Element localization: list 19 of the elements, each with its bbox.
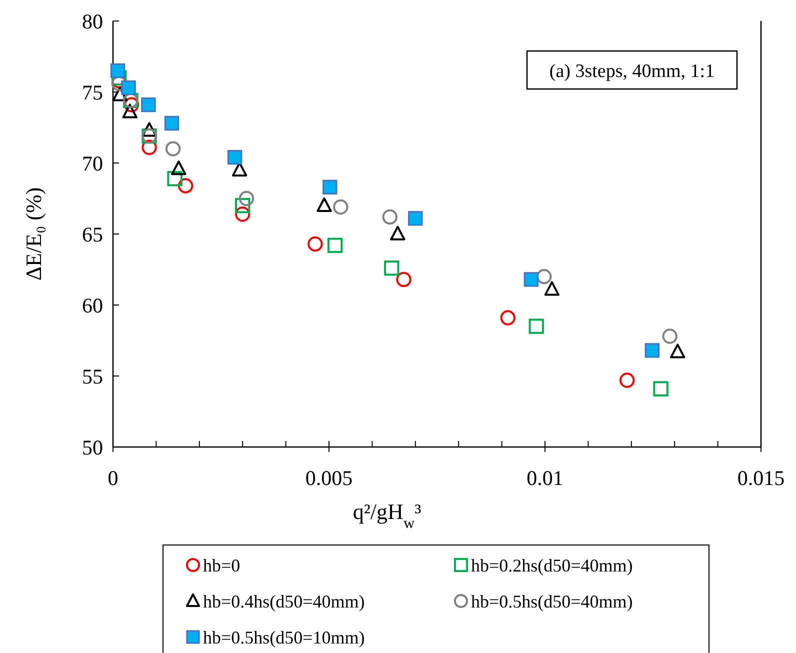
- y-axis-title: ΔE/E₀ (%): [21, 187, 46, 281]
- annotation: (a) 3steps, 40mm, 1:1: [549, 61, 715, 82]
- legend-label: hb=0.4hs(d50=40mm): [203, 591, 365, 612]
- legend-label: hb=0.5hs(d50=10mm): [203, 627, 365, 648]
- y-tick-label: 55: [82, 364, 103, 388]
- legend-label: hb=0.5hs(d50=40mm): [471, 591, 633, 612]
- y-tick-label: 70: [82, 151, 103, 176]
- y-tick-label: 75: [82, 80, 103, 104]
- x-tick-label: 0.01: [526, 466, 564, 490]
- legend-label: hb=0.2hs(d50=40mm): [471, 555, 633, 576]
- legend-label: hb=0: [203, 555, 240, 576]
- y-tick-label: 80: [82, 9, 103, 34]
- y-tick-label: 60: [82, 293, 103, 318]
- x-tick-label: 0: [108, 466, 118, 490]
- y-tick-label: 65: [82, 222, 103, 246]
- x-axis-title: q²/gH$_{w}$³: [352, 499, 422, 532]
- y-tick-label: 50: [82, 435, 103, 460]
- x-tick-label: 0.005: [305, 466, 353, 490]
- x-tick-label: 0.015: [737, 466, 785, 490]
